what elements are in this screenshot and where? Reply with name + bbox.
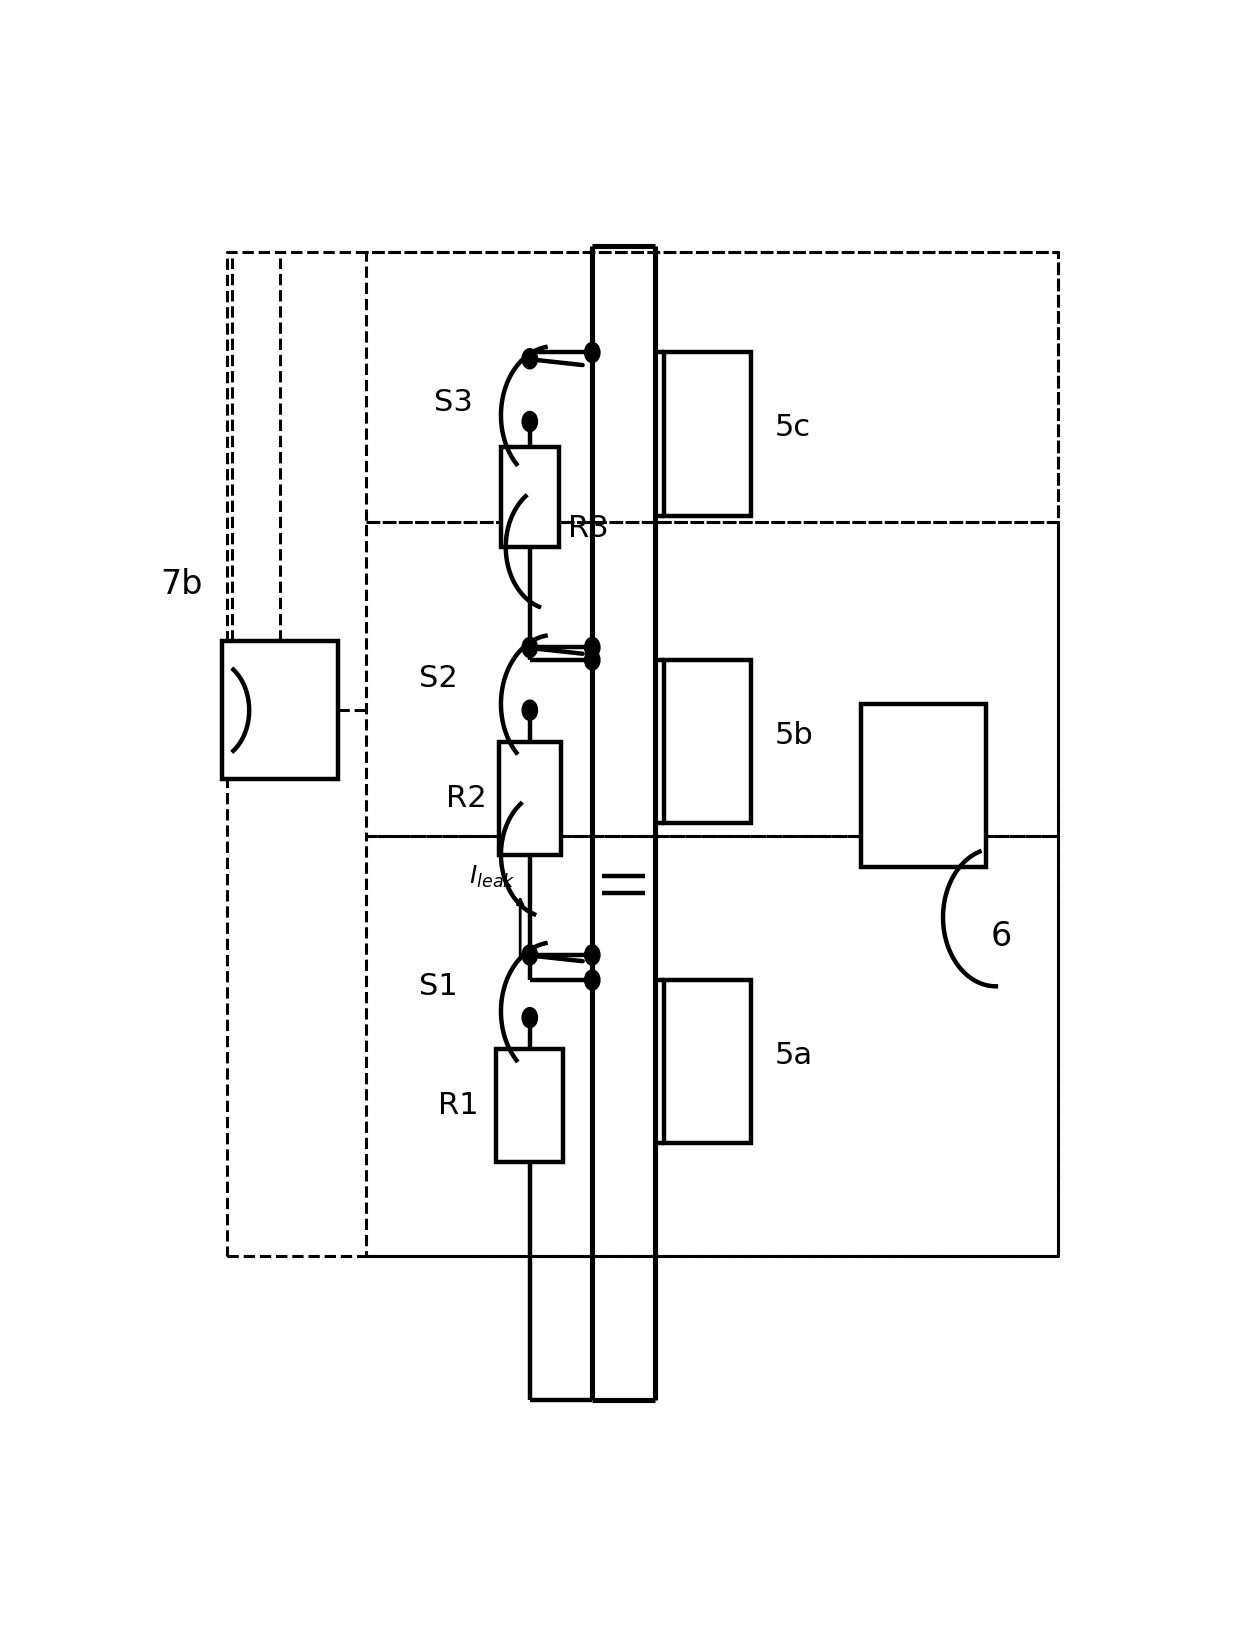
Text: 6: 6 xyxy=(991,919,1012,952)
Text: 7b: 7b xyxy=(160,569,202,601)
Circle shape xyxy=(584,637,600,657)
Text: 5a: 5a xyxy=(775,1042,813,1069)
Circle shape xyxy=(584,945,600,965)
Circle shape xyxy=(522,945,537,965)
Bar xyxy=(665,980,750,1143)
Text: 5c: 5c xyxy=(775,414,811,442)
Circle shape xyxy=(584,650,600,670)
Text: S3: S3 xyxy=(434,388,472,417)
Text: R1: R1 xyxy=(439,1090,479,1120)
Circle shape xyxy=(584,342,600,362)
Circle shape xyxy=(522,1007,537,1029)
Text: R2: R2 xyxy=(445,784,486,812)
Circle shape xyxy=(584,970,600,989)
Bar xyxy=(498,742,560,854)
Text: 5b: 5b xyxy=(775,720,813,750)
Bar xyxy=(665,660,750,823)
Text: S1: S1 xyxy=(419,971,458,1001)
Text: S2: S2 xyxy=(419,665,458,693)
Circle shape xyxy=(522,349,537,368)
Bar xyxy=(862,704,986,867)
Text: R3: R3 xyxy=(568,513,609,543)
Bar xyxy=(501,447,558,548)
Circle shape xyxy=(522,701,537,720)
Text: $I_{leak}$: $I_{leak}$ xyxy=(469,864,516,890)
Bar xyxy=(496,1050,563,1162)
Bar xyxy=(665,352,750,515)
Bar xyxy=(222,641,337,779)
Circle shape xyxy=(522,411,537,432)
Circle shape xyxy=(522,637,537,657)
